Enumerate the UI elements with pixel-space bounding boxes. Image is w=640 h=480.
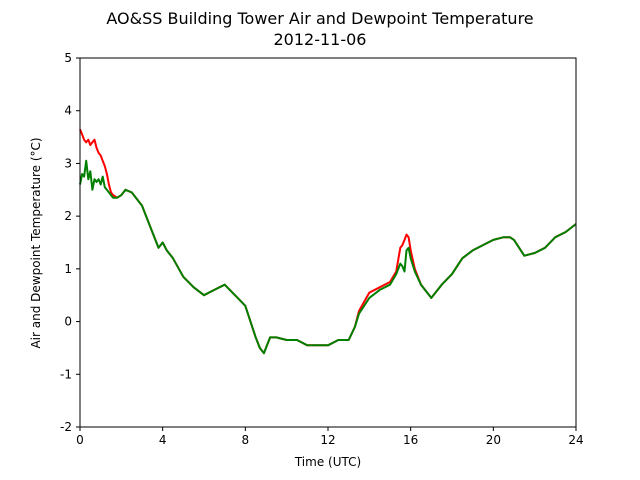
y-tick-label: 5	[64, 51, 72, 65]
y-tick-label: -1	[60, 367, 72, 381]
plot-frame	[79, 57, 577, 428]
x-tick-label: 4	[159, 433, 167, 447]
x-axis-label: Time (UTC)	[294, 455, 361, 469]
x-tick-label: 24	[568, 433, 583, 447]
series-line-air	[79, 128, 577, 355]
x-tick-label: 0	[76, 433, 84, 447]
y-tick-label: 3	[64, 156, 72, 170]
x-tick-label: 12	[320, 433, 335, 447]
y-tick-label: -2	[60, 420, 72, 434]
y-tick-label: 0	[64, 315, 72, 329]
chart-subtitle: 2012-11-06	[274, 30, 367, 49]
series-lines	[79, 128, 577, 355]
x-tick-label: 8	[242, 433, 250, 447]
chart-title: AO&SS Building Tower Air and Dewpoint Te…	[106, 9, 533, 28]
y-tick-label: 2	[64, 209, 72, 223]
x-tick-label: 16	[403, 433, 418, 447]
series-line-dewpoint	[79, 159, 577, 355]
y-axis-label: Air and Dewpoint Temperature (°C)	[29, 137, 43, 348]
y-tick-label: 1	[64, 262, 72, 276]
x-tick-label: 20	[486, 433, 501, 447]
y-tick-label: 4	[64, 104, 72, 118]
